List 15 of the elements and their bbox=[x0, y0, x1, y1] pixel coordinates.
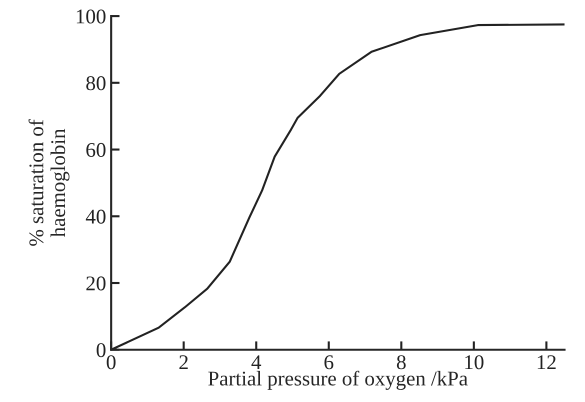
x-tick-label: 10 bbox=[465, 355, 484, 370]
x-tick-label: 6 bbox=[324, 355, 334, 370]
y-axis-title: % saturation of haemoglobin bbox=[28, 119, 70, 246]
y-tick-label: 100 bbox=[76, 9, 106, 24]
y-tick-label: 20 bbox=[86, 276, 106, 290]
x-tick-label: 2 bbox=[179, 355, 188, 370]
x-tick-label: 8 bbox=[396, 355, 406, 370]
y-tick-label: 0 bbox=[96, 343, 106, 358]
y-tick-label: 80 bbox=[86, 76, 106, 90]
y-tick-label: 60 bbox=[86, 142, 106, 157]
x-tick-label: 0 bbox=[106, 355, 116, 370]
x-tick-label: 12 bbox=[538, 355, 556, 370]
x-tick-label: 4 bbox=[251, 355, 262, 370]
y-tick-label: 40 bbox=[86, 210, 106, 224]
x-axis-title: Partial pressure of oxygen /kPa bbox=[208, 370, 468, 390]
